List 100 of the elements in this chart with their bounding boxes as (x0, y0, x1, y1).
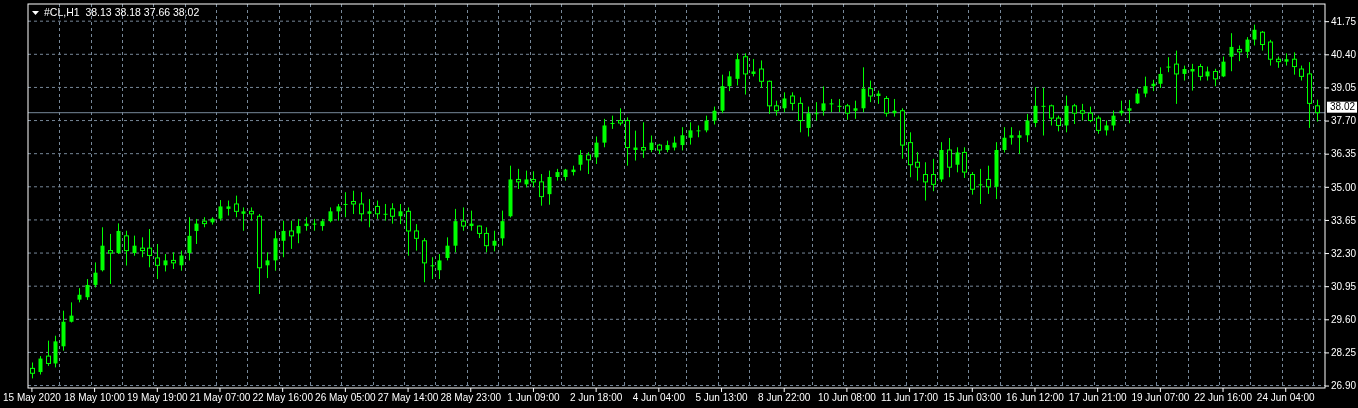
candlestick (1292, 51, 1297, 76)
candlestick (179, 250, 184, 272)
x-tick-label: 11 Jun 17:00 (881, 392, 939, 404)
candlestick (430, 256, 435, 280)
y-tick-label: 33.65 (1331, 214, 1357, 226)
candlestick (586, 151, 591, 175)
x-tick-label: 8 Jun 22:00 (758, 392, 811, 404)
candlestick (970, 171, 975, 196)
candlestick (437, 253, 442, 280)
candlestick (884, 95, 889, 118)
x-tick-label: 22 Jun 16:00 (1194, 392, 1253, 404)
candlestick (1221, 56, 1226, 78)
candlestick (962, 146, 967, 179)
candlestick (234, 195, 239, 218)
candlestick (273, 230, 278, 272)
candlestick (1025, 113, 1030, 143)
candlestick (821, 85, 826, 117)
candlestick (853, 100, 858, 120)
y-tick-label: 28.25 (1331, 347, 1357, 359)
candlestick (265, 251, 270, 279)
candlestick (986, 165, 991, 195)
x-tick-label: 4 Jun 04:00 (632, 392, 686, 404)
candlestick (735, 52, 740, 86)
candlestick (108, 233, 113, 285)
x-tick-label: 15 Jun 03:00 (943, 392, 1002, 404)
candlestick (187, 216, 192, 261)
candlestick (367, 198, 372, 228)
candlestick (46, 340, 51, 367)
x-tick-label: 2 Jun 18:00 (570, 392, 623, 404)
candlestick (1260, 30, 1265, 52)
candlestick (516, 168, 521, 190)
candlestick (375, 200, 380, 220)
candlestick (861, 66, 866, 113)
x-tick-label: 15 May 2020 (3, 392, 62, 404)
x-tick-label: 24 Jun 04:00 (1256, 392, 1316, 404)
candlestick (1268, 39, 1273, 67)
candlestick (116, 222, 121, 255)
candlestick (1245, 36, 1250, 59)
candlestick (610, 115, 615, 130)
candlestick (680, 126, 685, 151)
y-tick-label: 26.90 (1331, 380, 1357, 392)
candlestick (602, 118, 607, 148)
y-tick-label: 30.95 (1331, 280, 1357, 292)
candlestick (281, 220, 286, 258)
candlestick (383, 203, 388, 222)
candlestick (38, 355, 43, 375)
candlestick (1002, 126, 1007, 153)
x-tick-label: 19 May 19:00 (127, 392, 189, 404)
candlestick (814, 101, 819, 122)
candlestick (194, 218, 199, 245)
x-tick-label: 28 May 23:00 (440, 392, 502, 404)
chart-title: #CL,H1 38.13 38.18 37.66 38.02 (44, 6, 200, 18)
candlestick (398, 203, 403, 225)
candlestick (1315, 99, 1320, 123)
candlestick (696, 124, 701, 138)
candlestick (1127, 99, 1132, 124)
candlestick (1017, 130, 1022, 155)
candlestick (406, 206, 411, 257)
candlestick (461, 206, 466, 232)
x-tick-label: 5 Jun 13:00 (695, 392, 749, 404)
candlestick (155, 243, 160, 280)
y-tick-label: 41.75 (1331, 15, 1357, 27)
candlestick (1166, 56, 1171, 73)
x-tick-label: 16 Jun 12:00 (1006, 392, 1065, 404)
candlestick (978, 168, 983, 205)
y-tick-label: 37.70 (1331, 115, 1357, 127)
candlestick (1111, 109, 1116, 132)
candlestick (1072, 103, 1077, 125)
candlestick (1252, 24, 1257, 46)
candlestick (296, 218, 301, 244)
candlestick (500, 210, 505, 247)
candlestick (140, 236, 145, 258)
candlestick (422, 237, 427, 283)
candlestick (1096, 115, 1101, 135)
candlestick (1143, 76, 1148, 98)
candlestick (359, 191, 364, 222)
candlestick (147, 228, 152, 268)
candlestick (594, 136, 599, 165)
x-tick-label: 21 May 07:00 (189, 392, 251, 404)
candlestick (1041, 87, 1046, 137)
candlestick (547, 170, 552, 206)
candlestick (390, 202, 395, 225)
candlestick (492, 230, 497, 252)
candlestick (908, 131, 913, 178)
x-tick-label: 26 May 05:00 (315, 392, 377, 404)
x-tick-label: 1 Jun 09:00 (507, 392, 561, 404)
candlestick (343, 191, 348, 218)
x-tick-label: 19 Jun 07:00 (1131, 392, 1190, 404)
candlestick (539, 173, 544, 207)
candlestick (806, 106, 811, 137)
x-tick-label: 27 May 14:00 (377, 392, 439, 404)
candlestick (923, 161, 928, 202)
candlestick (641, 121, 646, 159)
candlestick (782, 91, 787, 113)
y-tick-label: 32.30 (1331, 247, 1357, 259)
candlestick (688, 121, 693, 146)
candlestick (947, 137, 952, 178)
x-tick-label: 18 May 10:00 (64, 392, 126, 404)
candlestick (727, 70, 732, 92)
candlestick (124, 230, 129, 267)
